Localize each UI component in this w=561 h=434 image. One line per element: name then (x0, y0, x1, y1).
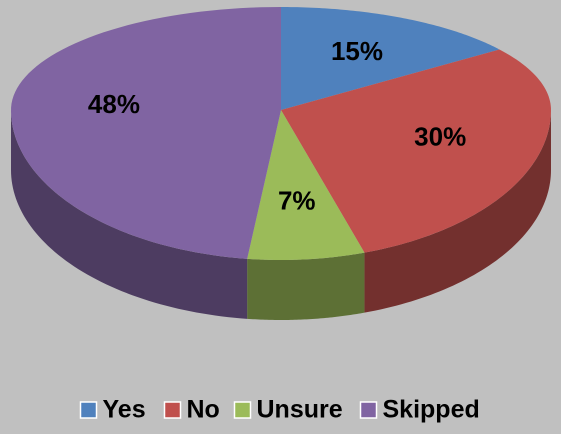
slice-side (11, 110, 248, 319)
slice (281, 7, 500, 110)
slice-side (247, 252, 365, 320)
data-label: 30% (414, 122, 466, 152)
data-label: 15% (331, 36, 383, 66)
legend-swatch (79, 401, 98, 419)
legend-label: Skipped (383, 396, 480, 424)
legend-swatch (233, 401, 252, 419)
legend-label: No (187, 396, 220, 424)
data-label: 48% (88, 89, 140, 119)
legend-label: Unsure (257, 396, 343, 424)
slice-side (364, 110, 551, 313)
data-label: 7% (278, 185, 316, 215)
legend-swatch (163, 401, 182, 419)
legend-swatch (359, 401, 378, 419)
slice (281, 49, 551, 253)
slice (11, 7, 281, 259)
legend-label: Yes (103, 396, 146, 424)
slice (247, 110, 365, 260)
